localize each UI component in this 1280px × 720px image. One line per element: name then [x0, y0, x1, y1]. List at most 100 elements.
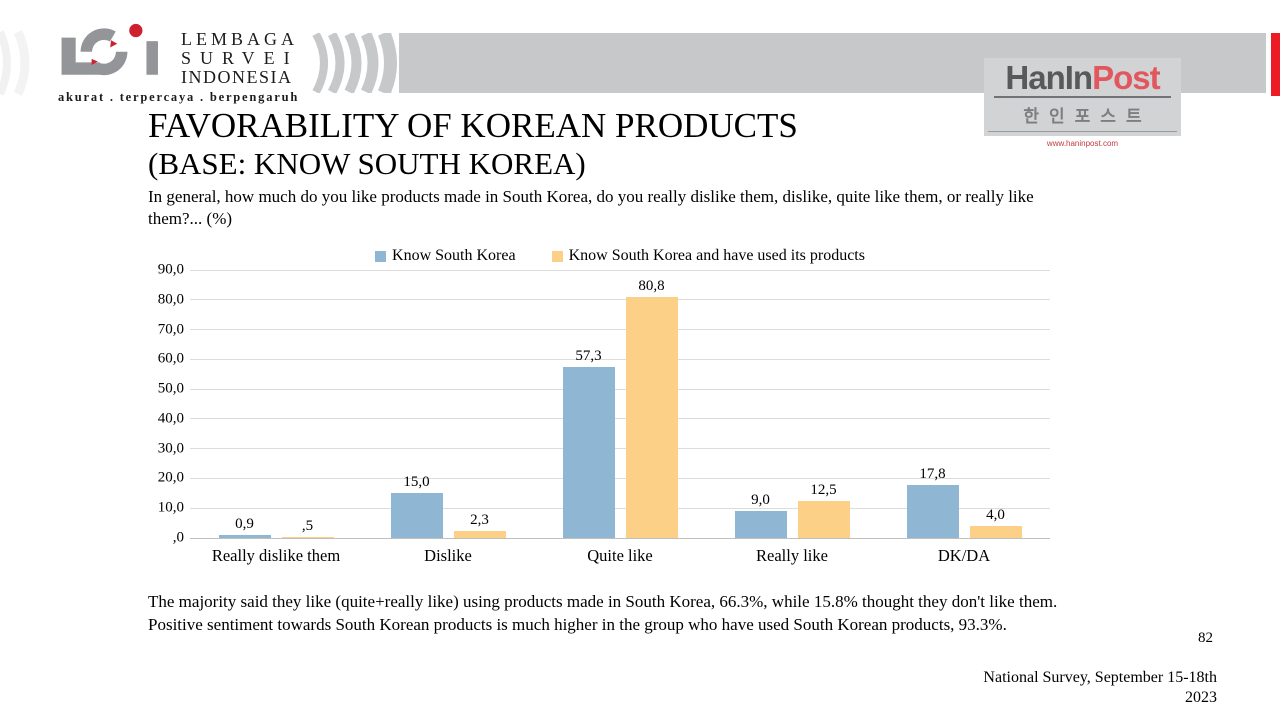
bar — [453, 531, 506, 538]
haninpost-divider — [994, 96, 1171, 98]
bar-wrap: 15,0 — [390, 474, 443, 538]
bar — [281, 536, 334, 538]
haninpost-korean-name: 한인포스트 — [1023, 107, 1152, 126]
bar — [734, 511, 787, 538]
lsi-logo: LEMBAGA SURVEI INDONESIA akurat . terper… — [58, 16, 299, 105]
haninpost-wordmark-red: Post — [1092, 59, 1161, 96]
survey-question: In general, how much do you like product… — [148, 187, 1034, 228]
chart-legend: Know South Korea Know South Korea and hav… — [190, 247, 1050, 265]
bar — [625, 297, 678, 538]
bar — [562, 367, 615, 538]
haninpost-wordmark-gray: HanIn — [1005, 59, 1093, 96]
bar-value-label: 17,8 — [919, 466, 946, 482]
gridline — [190, 329, 1050, 331]
x-axis-labels: Really dislike them Dislike Quite like Real… — [190, 546, 1050, 566]
bar-group: 0,9 ,5 — [190, 270, 362, 538]
x-axis-label: Really dislike them — [211, 546, 341, 565]
red-accent-bar — [1271, 33, 1280, 96]
bar-groups: 0,9 ,5 15,0 2,3 57,3 80,8 9,0 12,5 17,8 4,0 — [190, 270, 1050, 538]
haninpost-divider-bottom — [988, 131, 1177, 132]
x-axis-label: Quite like — [587, 546, 653, 565]
page-title: FAVORABILITY OF KOREAN PRODUCTS — [148, 106, 798, 145]
bar-wrap: ,5 — [281, 517, 334, 538]
x-axis-line — [190, 537, 1050, 539]
bar — [390, 493, 443, 538]
y-axis-label: ,0 — [172, 529, 184, 546]
y-axis-label: 30,0 — [157, 440, 184, 457]
bar-group: 15,0 2,3 — [362, 270, 534, 538]
gridline — [190, 477, 1050, 479]
y-axis-label: 20,0 — [157, 469, 184, 486]
bar-chart: Know South Korea Know South Korea and hav… — [150, 247, 1050, 566]
bar-wrap: 57,3 — [562, 348, 615, 538]
bar-wrap: 12,5 — [797, 481, 850, 538]
lsi-name-line3: INDONESIA — [181, 67, 293, 87]
y-axis-label: 50,0 — [157, 380, 184, 397]
y-axis-label: 80,0 — [157, 291, 184, 308]
bar-value-label: 0,9 — [235, 516, 254, 533]
gridline — [190, 358, 1050, 360]
survey-footer: National Survey, September 15-18th 2023 — [983, 668, 1217, 708]
title-block: FAVORABILITY OF KOREAN PRODUCTS (BASE: K… — [148, 106, 798, 182]
bar-wrap: 2,3 — [453, 512, 506, 538]
lsi-logo-mark-icon — [61, 23, 158, 76]
banner-sound-waves-icon — [312, 33, 397, 93]
bar-value-label: ,5 — [301, 517, 314, 534]
page-number: 82 — [1198, 630, 1213, 646]
gridline — [190, 418, 1050, 420]
haninpost-wordmark: HanInPost — [984, 60, 1181, 96]
y-axis-label: 10,0 — [157, 499, 184, 516]
left-faint-waves-icon — [0, 30, 30, 96]
x-axis-label: Really like — [756, 546, 828, 565]
bar-wrap: 4,0 — [969, 507, 1022, 538]
bar — [906, 485, 959, 538]
gridline — [190, 299, 1050, 301]
bar-group: 9,0 12,5 — [706, 270, 878, 538]
bar-wrap: 17,8 — [906, 466, 959, 538]
bar — [969, 526, 1022, 538]
haninpost-logo: HanInPost 한인포스트 www.haninpost.com — [984, 58, 1181, 148]
bar — [218, 535, 271, 538]
survey-footer-line1: National Survey, September 15-18th — [983, 669, 1217, 686]
x-axis-label: DK/DA — [937, 546, 991, 565]
gridline — [190, 507, 1050, 509]
legend-item: Know South Korea and have used its produ… — [551, 247, 865, 265]
bar-value-label: 12,5 — [810, 481, 837, 498]
bar-value-label: 15,0 — [403, 474, 430, 491]
bar-wrap: 80,8 — [625, 278, 678, 538]
legend-swatch-icon — [551, 250, 563, 262]
gridline — [190, 269, 1050, 271]
gridline — [190, 388, 1050, 390]
chart-plot: 90,0 80,0 70,0 60,0 50,0 40,0 30,0 20,0 10,0 ,0 0,… — [158, 262, 1050, 546]
legend-swatch-icon — [375, 250, 387, 262]
page-title-base: (BASE: KNOW SOUTH KOREA) — [148, 146, 586, 181]
haninpost-url: www.haninpost.com — [1046, 139, 1119, 148]
bar-wrap: 0,9 — [218, 516, 271, 538]
bar-group: 57,3 80,8 — [534, 270, 706, 538]
bar — [797, 500, 850, 538]
bar-group: 17,8 4,0 — [878, 270, 1050, 538]
y-axis-label: 60,0 — [157, 350, 184, 367]
lsi-name-line1: LEMBAGA — [181, 29, 298, 49]
y-axis-label: 70,0 — [157, 321, 184, 338]
legend-label: Know South Korea and have used its produ… — [568, 247, 865, 264]
legend-item: Know South Korea — [375, 247, 516, 265]
x-axis-label: Dislike — [424, 546, 472, 565]
y-axis-label: 90,0 — [157, 261, 184, 278]
bar-wrap: 9,0 — [734, 492, 787, 538]
lsi-name: LEMBAGA SURVEI INDONESIA — [181, 30, 299, 87]
bar-value-label: 80,8 — [638, 278, 665, 295]
gridline — [190, 448, 1050, 450]
bar-value-label: 4,0 — [986, 507, 1005, 524]
haninpost-logo-box: HanInPost 한인포스트 — [984, 58, 1181, 136]
summary-text: The majority said they like (quite+reall… — [148, 592, 1058, 634]
bar-value-label: 2,3 — [470, 512, 489, 529]
bar-value-label: 9,0 — [751, 492, 770, 509]
lsi-tagline: akurat . terpercaya . berpengaruh — [58, 90, 300, 104]
survey-footer-line2: 2023 — [1185, 689, 1217, 706]
legend-label: Know South Korea — [392, 247, 516, 264]
bar-value-label: 57,3 — [575, 348, 602, 365]
lsi-name-line2: SURVEI — [181, 48, 299, 68]
y-axis-label: 40,0 — [157, 410, 184, 427]
